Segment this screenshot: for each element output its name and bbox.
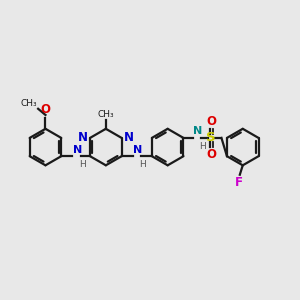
Text: CH₃: CH₃ (98, 110, 114, 119)
Text: H: H (79, 160, 86, 169)
Text: H: H (139, 160, 146, 169)
Text: O: O (40, 103, 50, 116)
Text: N: N (73, 145, 82, 155)
Text: N: N (78, 130, 88, 143)
Text: F: F (235, 176, 243, 190)
Text: O: O (207, 148, 217, 161)
Text: CH₃: CH₃ (21, 99, 37, 108)
Text: N: N (124, 130, 134, 143)
Text: O: O (207, 115, 217, 128)
Text: N: N (193, 127, 203, 136)
Text: H: H (199, 142, 206, 151)
Text: S: S (206, 131, 216, 144)
Text: N: N (134, 145, 143, 155)
